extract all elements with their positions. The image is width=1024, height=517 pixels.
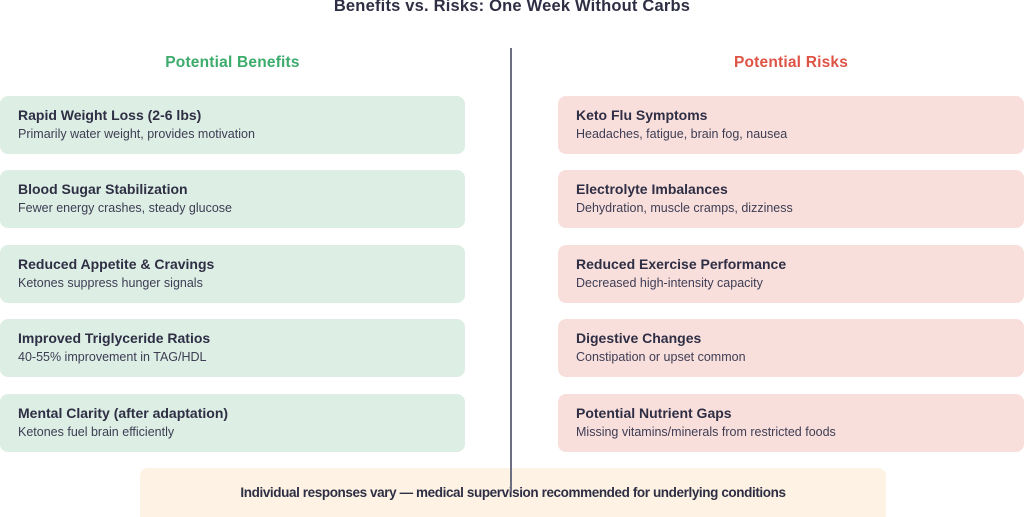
risk-card-exercise-performance: Reduced Exercise Performance Decreased h… (558, 245, 1024, 303)
card-subtitle: Ketones fuel brain efficiently (18, 425, 175, 439)
footer-disclaimer-text: Individual responses vary — medical supe… (240, 485, 786, 500)
card-subtitle: Ketones suppress hunger signals (18, 276, 203, 290)
card-subtitle: Constipation or upset common (576, 350, 746, 364)
card-subtitle: Primarily water weight, provides motivat… (18, 127, 255, 141)
card-title: Reduced Exercise Performance (576, 256, 787, 272)
card-title: Blood Sugar Stabilization (18, 181, 188, 197)
risks-column-header: Potential Risks (733, 54, 849, 71)
card-title: Keto Flu Symptoms (576, 107, 708, 123)
card-subtitle: Fewer energy crashes, steady glucose (18, 201, 232, 215)
page-title: Benefits vs. Risks: One Week Without Car… (333, 0, 691, 15)
risk-card-electrolyte: Electrolyte Imbalances Dehydration, musc… (558, 170, 1024, 228)
card-title: Digestive Changes (576, 330, 702, 346)
card-title: Electrolyte Imbalances (576, 181, 728, 197)
benefit-card-triglyceride: Improved Triglyceride Ratios 40-55% impr… (0, 319, 465, 377)
card-title: Reduced Appetite & Cravings (18, 256, 215, 272)
card-subtitle: Decreased high-intensity capacity (576, 276, 763, 290)
card-title: Improved Triglyceride Ratios (18, 330, 211, 346)
benefit-card-mental-clarity: Mental Clarity (after adaptation) Ketone… (0, 394, 465, 452)
risk-card-digestive: Digestive Changes Constipation or upset … (558, 319, 1024, 377)
risk-card-keto-flu: Keto Flu Symptoms Headaches, fatigue, br… (558, 96, 1024, 154)
risk-card-nutrient-gaps: Potential Nutrient Gaps Missing vitamins… (558, 394, 1024, 452)
card-subtitle: 40-55% improvement in TAG/HDL (18, 350, 207, 364)
benefit-card-blood-sugar: Blood Sugar Stabilization Fewer energy c… (0, 170, 465, 228)
footer-disclaimer-box: Individual responses vary — medical supe… (140, 468, 886, 517)
vertical-divider (510, 48, 512, 492)
benefit-card-rapid-weight-loss: Rapid Weight Loss (2-6 lbs) Primarily wa… (0, 96, 465, 154)
card-title: Rapid Weight Loss (2-6 lbs) (18, 107, 202, 123)
card-title: Potential Nutrient Gaps (576, 405, 732, 421)
card-subtitle: Missing vitamins/minerals from restricte… (576, 425, 836, 439)
card-subtitle: Dehydration, muscle cramps, dizziness (576, 201, 793, 215)
benefit-card-reduced-appetite: Reduced Appetite & Cravings Ketones supp… (0, 245, 465, 303)
card-title: Mental Clarity (after adaptation) (18, 405, 229, 421)
benefits-column-header: Potential Benefits (165, 54, 300, 71)
card-subtitle: Headaches, fatigue, brain fog, nausea (576, 127, 788, 141)
